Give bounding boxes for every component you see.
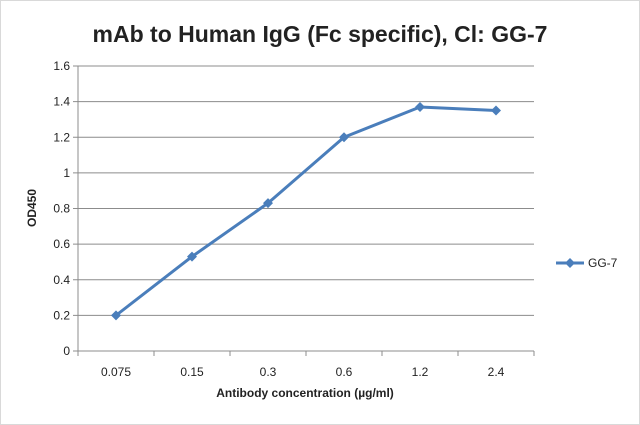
x-tick-label: 0.3 bbox=[260, 365, 277, 379]
x-tick-label: 0.6 bbox=[336, 365, 353, 379]
x-axis-label: Antibody concentration (µg/ml) bbox=[216, 386, 394, 400]
y-tick-label: 0 bbox=[63, 344, 70, 358]
data-point bbox=[111, 310, 121, 321]
data-point bbox=[415, 101, 425, 112]
y-tick-label: 0.4 bbox=[53, 273, 70, 287]
data-point bbox=[339, 132, 349, 143]
y-tick-label: 0.2 bbox=[53, 308, 70, 322]
y-tick-labels: 0 0.2 0.4 0.6 0.8 1 1.2 1.4 1.6 bbox=[53, 59, 70, 358]
legend-diamond-icon bbox=[565, 258, 575, 268]
y-tick-label: 1 bbox=[63, 166, 70, 180]
data-point bbox=[263, 198, 273, 209]
x-tick-label: 0.15 bbox=[180, 365, 204, 379]
y-tick-label: 1.4 bbox=[53, 95, 70, 109]
series-group bbox=[111, 101, 501, 321]
y-tick-label: 0.6 bbox=[53, 237, 70, 251]
axes bbox=[73, 65, 535, 356]
gridlines bbox=[78, 65, 534, 316]
legend-label: GG-7 bbox=[588, 256, 618, 270]
x-tick-label: 2.4 bbox=[488, 365, 505, 379]
y-axis-label: OD450 bbox=[25, 189, 39, 227]
y-tick-label: 1.6 bbox=[53, 59, 70, 73]
y-tick-label: 1.2 bbox=[53, 130, 70, 144]
y-tick-label: 0.8 bbox=[53, 202, 70, 216]
data-point bbox=[187, 251, 197, 262]
x-tick-label: 0.075 bbox=[101, 365, 131, 379]
chart-title: mAb to Human IgG (Fc specific), Cl: GG-7 bbox=[93, 21, 548, 47]
x-tick-label: 1.2 bbox=[412, 365, 429, 379]
series-line bbox=[115, 105, 497, 317]
legend: GG-7 bbox=[556, 256, 618, 270]
data-point bbox=[491, 105, 501, 116]
x-tick-labels: 0.075 0.15 0.3 0.6 1.2 2.4 bbox=[101, 365, 505, 379]
